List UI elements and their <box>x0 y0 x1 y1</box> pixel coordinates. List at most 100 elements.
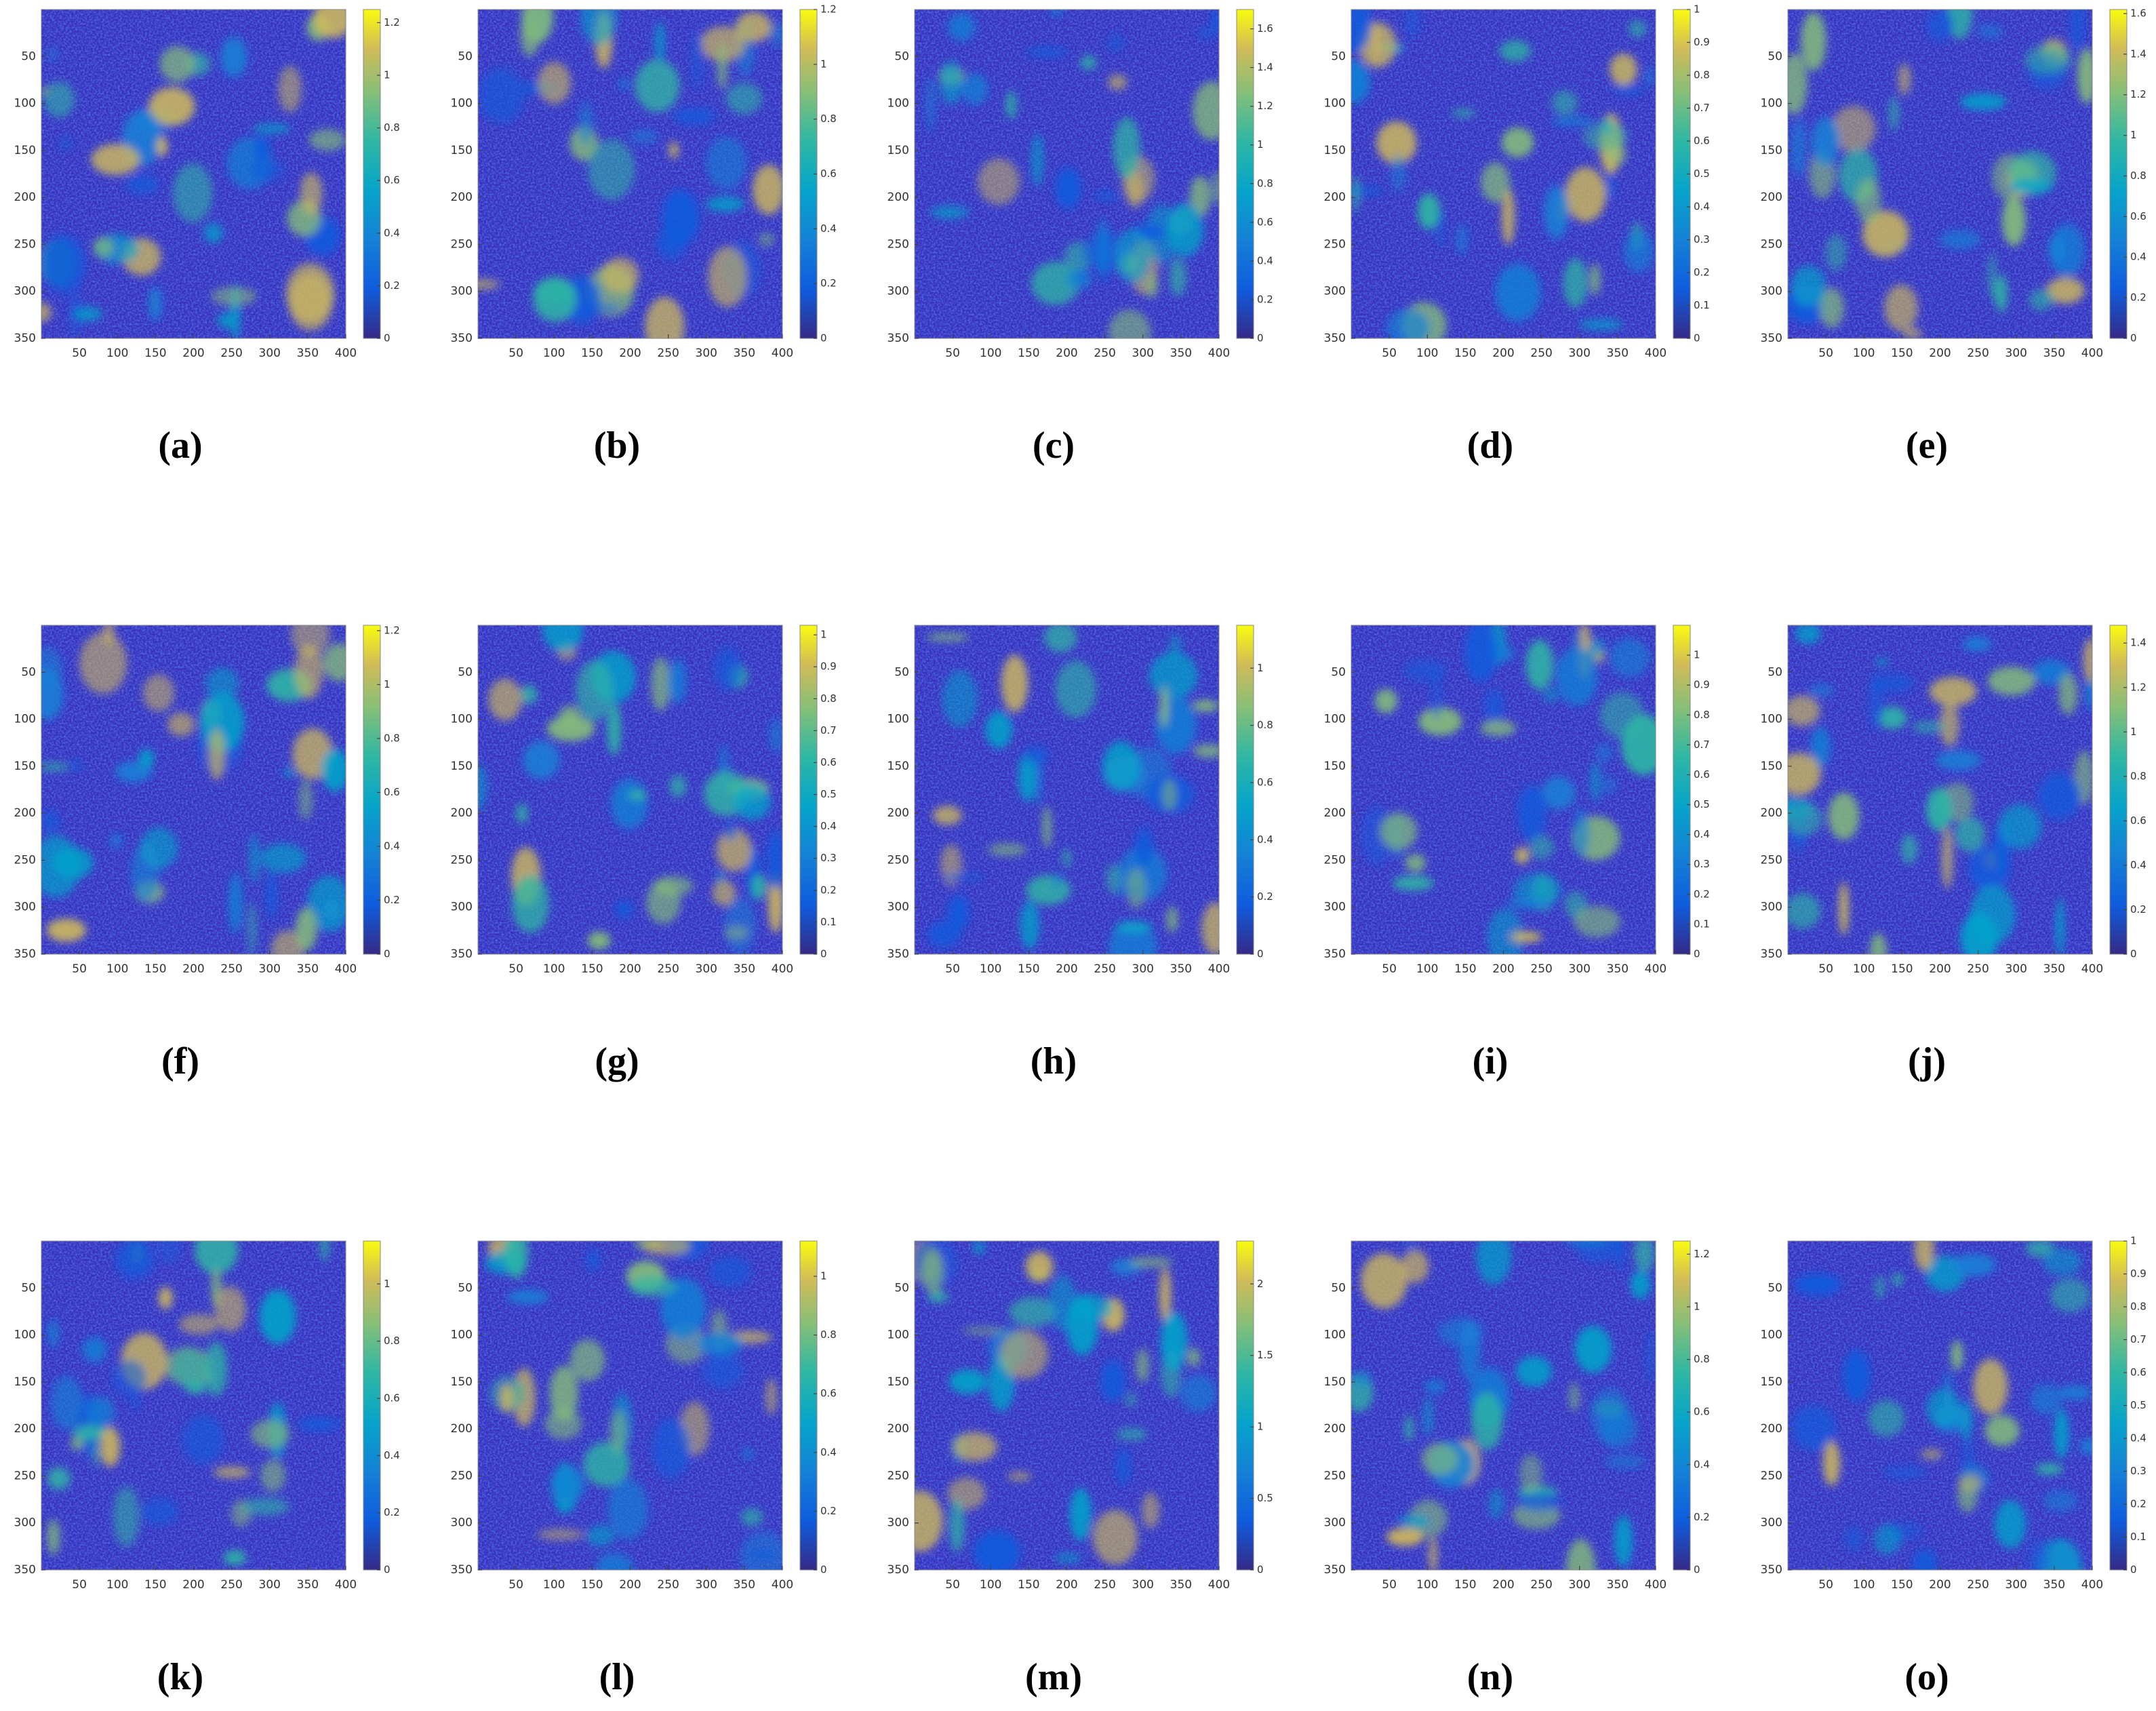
blob <box>580 304 621 313</box>
x-tick-label: 400 <box>2081 347 2103 360</box>
y-tick-label: 300 <box>451 285 473 298</box>
blob <box>204 1341 228 1396</box>
colorbar-tick-label: 0.3 <box>1694 858 1710 870</box>
panel: 50 100 150 200 250 300 350 400 50 100 150 200 250 300… <box>14 624 400 1082</box>
x-tick-label: 50 <box>72 347 87 360</box>
colorbar-tick-label: 1 <box>2130 129 2137 141</box>
x-tick-label: 300 <box>696 962 717 976</box>
blob <box>1998 804 2042 850</box>
x-tick-label: 200 <box>1929 962 1951 976</box>
blob <box>259 1289 296 1344</box>
x-tick-label: 300 <box>2005 1578 2027 1592</box>
x-tick-label: 250 <box>657 1578 679 1592</box>
blob <box>1167 202 1204 257</box>
panel-label: (g) <box>595 1040 639 1082</box>
blob <box>2054 1408 2069 1459</box>
colorbar-tick-label: 0.1 <box>2130 1531 2147 1543</box>
blob <box>1810 726 1831 768</box>
blob <box>724 821 737 842</box>
blob <box>41 87 50 96</box>
x-tick-label: 100 <box>543 1578 565 1592</box>
panel: 50 100 150 200 250 300 350 400 50 100 150 200 250 300… <box>1761 7 2147 466</box>
x-tick-label: 250 <box>1530 347 1552 360</box>
colorbar-tick-label: 0.3 <box>1694 233 1710 245</box>
blob <box>91 144 140 176</box>
y-tick-label: 150 <box>14 760 36 773</box>
blob <box>1529 835 1555 860</box>
x-tick-label: 250 <box>220 1578 242 1592</box>
blob <box>1193 699 1219 712</box>
blob <box>1920 1449 1943 1459</box>
blob <box>942 872 984 882</box>
heatmap-blobs <box>1351 1241 1656 1570</box>
blob <box>2083 637 2092 684</box>
blob <box>1193 81 1219 140</box>
x-tick-label: 150 <box>1454 1578 1476 1592</box>
x-tick-label: 50 <box>72 1578 87 1592</box>
panel-label: (i) <box>1473 1040 1509 1082</box>
blob <box>260 843 306 873</box>
blob <box>690 31 704 90</box>
panel: 50 100 150 200 250 300 350 400 50 100 150 200 250 300… <box>451 625 837 1082</box>
blob <box>1563 1241 1612 1247</box>
blob <box>41 810 60 833</box>
blob <box>1615 1241 1626 1270</box>
blob <box>1518 1492 1563 1512</box>
blob <box>1510 931 1542 943</box>
x-tick-label: 150 <box>1891 962 1913 976</box>
colorbar-tick-label: 0.9 <box>1694 36 1710 48</box>
panel: 50 100 150 200 250 300 350 400 50 100 150 200 250 300… <box>14 1240 400 1698</box>
x-tick-label: 100 <box>543 962 565 976</box>
colorbar <box>363 1240 381 1571</box>
blob <box>767 21 782 47</box>
blob <box>2035 1463 2064 1475</box>
colorbar-tick-label: 0 <box>1257 332 1264 345</box>
x-tick-label: 300 <box>696 1578 717 1592</box>
x-tick-label: 350 <box>734 1578 755 1592</box>
blob <box>723 897 757 954</box>
blob <box>319 1241 330 1263</box>
colorbar-tick-label: 0.2 <box>384 279 400 292</box>
blob <box>586 1248 600 1272</box>
blob <box>47 1467 71 1491</box>
x-tick-label: 50 <box>945 347 960 360</box>
colorbar-tick-label: 1.6 <box>2130 7 2147 19</box>
y-tick-label: 350 <box>887 1563 909 1577</box>
colorbar-tick-label: 0.5 <box>1694 168 1710 180</box>
blob <box>1066 269 1093 289</box>
blob <box>2031 1383 2062 1415</box>
blob <box>1832 105 1876 152</box>
blob <box>41 762 70 771</box>
x-tick-label: 150 <box>1454 347 1476 360</box>
blob <box>1480 720 1517 736</box>
colorbar-tick-label: 0.4 <box>2130 859 2147 871</box>
blob <box>1398 1514 1431 1529</box>
blob <box>1856 178 1881 224</box>
x-tick-label: 350 <box>1170 962 1192 976</box>
blob <box>1525 640 1554 690</box>
colorbar-tick-label: 0.8 <box>384 1335 400 1347</box>
y-tick-label: 50 <box>21 50 36 63</box>
y-tick-label: 250 <box>451 237 473 251</box>
y-tick-label: 150 <box>1761 1375 1782 1389</box>
colorbar-tick-label: 0.2 <box>820 277 837 290</box>
blob <box>228 873 243 934</box>
blob <box>580 9 618 45</box>
colorbar-tick-label: 0 <box>1257 1564 1264 1576</box>
blob <box>1825 234 1847 271</box>
blob <box>1023 745 1050 764</box>
blob <box>1519 1454 1543 1493</box>
x-tick-label: 200 <box>182 962 204 976</box>
y-tick-label: 100 <box>1761 1329 1782 1342</box>
blob <box>1106 863 1121 895</box>
blob <box>1960 912 1998 954</box>
x-tick-label: 250 <box>220 962 242 976</box>
colorbar-tick-label: 0.6 <box>820 756 837 768</box>
blob <box>1009 1297 1056 1327</box>
y-tick-label: 150 <box>14 1375 36 1389</box>
x-tick-label: 100 <box>980 1578 1001 1592</box>
x-tick-label: 200 <box>182 347 204 360</box>
blob <box>1610 53 1638 86</box>
blob <box>587 139 635 201</box>
blob <box>1393 875 1434 891</box>
